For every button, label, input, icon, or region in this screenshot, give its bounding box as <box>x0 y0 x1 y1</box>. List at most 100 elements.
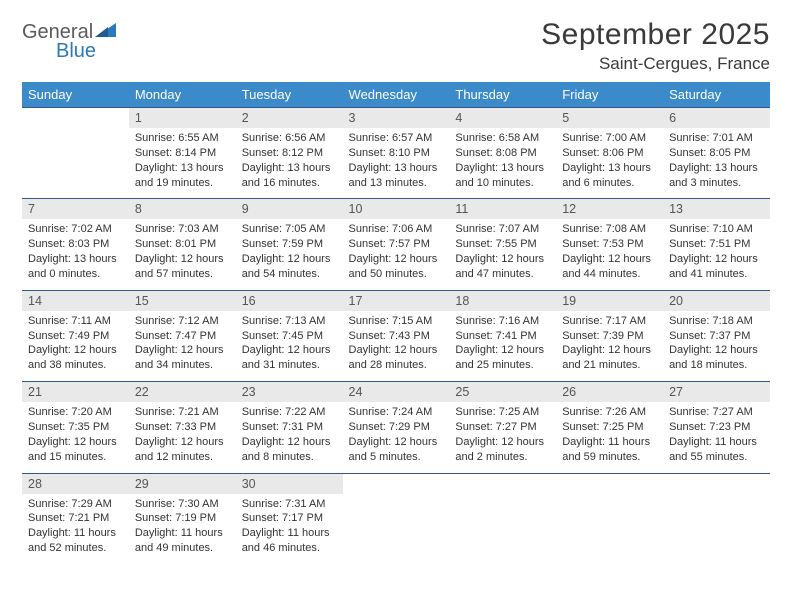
daylight: Daylight: 12 hours <box>455 252 550 267</box>
day-cell: Sunrise: 7:05 AMSunset: 7:59 PMDaylight:… <box>236 219 343 290</box>
day-number: 16 <box>236 290 343 311</box>
sunset: Sunset: 8:08 PM <box>455 146 550 161</box>
daylight-min: and 38 minutes. <box>28 358 123 373</box>
daylight-min: and 10 minutes. <box>455 176 550 191</box>
dow-wednesday: Wednesday <box>343 82 450 108</box>
day-cell <box>343 494 450 564</box>
day-number: 17 <box>343 290 450 311</box>
day-cell: Sunrise: 7:24 AMSunset: 7:29 PMDaylight:… <box>343 402 450 473</box>
daylight: Daylight: 12 hours <box>135 435 230 450</box>
daylight: Daylight: 11 hours <box>669 435 764 450</box>
sunset: Sunset: 7:25 PM <box>562 420 657 435</box>
day-cell: Sunrise: 7:12 AMSunset: 7:47 PMDaylight:… <box>129 311 236 382</box>
day-number: 18 <box>449 290 556 311</box>
daylight: Daylight: 12 hours <box>28 343 123 358</box>
page-header: General Blue September 2025 Saint-Cergue… <box>22 18 770 74</box>
day-number: 6 <box>663 108 770 129</box>
day-cell: Sunrise: 7:06 AMSunset: 7:57 PMDaylight:… <box>343 219 450 290</box>
title-block: September 2025 Saint-Cergues, France <box>541 18 770 74</box>
sunset: Sunset: 8:05 PM <box>669 146 764 161</box>
dow-saturday: Saturday <box>663 82 770 108</box>
sunrise: Sunrise: 7:08 AM <box>562 222 657 237</box>
daylight: Daylight: 13 hours <box>669 161 764 176</box>
day-cell: Sunrise: 6:56 AMSunset: 8:12 PMDaylight:… <box>236 128 343 199</box>
logo: General Blue <box>22 18 117 61</box>
day-number: 20 <box>663 290 770 311</box>
sunset: Sunset: 7:29 PM <box>349 420 444 435</box>
daylight: Daylight: 11 hours <box>135 526 230 541</box>
daylight-min: and 46 minutes. <box>242 541 337 556</box>
day-cell: Sunrise: 7:20 AMSunset: 7:35 PMDaylight:… <box>22 402 129 473</box>
sunrise: Sunrise: 7:20 AM <box>28 405 123 420</box>
day-cell: Sunrise: 7:27 AMSunset: 7:23 PMDaylight:… <box>663 402 770 473</box>
sunrise: Sunrise: 7:30 AM <box>135 497 230 512</box>
week-details: Sunrise: 7:20 AMSunset: 7:35 PMDaylight:… <box>22 402 770 473</box>
sunset: Sunset: 7:23 PM <box>669 420 764 435</box>
day-number: 9 <box>236 199 343 220</box>
day-number: 11 <box>449 199 556 220</box>
day-number: 23 <box>236 382 343 403</box>
daylight-min: and 57 minutes. <box>135 267 230 282</box>
day-number: 30 <box>236 473 343 494</box>
day-number <box>556 473 663 494</box>
daylight-min: and 12 minutes. <box>135 450 230 465</box>
daylight: Daylight: 12 hours <box>562 343 657 358</box>
day-cell: Sunrise: 7:31 AMSunset: 7:17 PMDaylight:… <box>236 494 343 564</box>
day-number <box>449 473 556 494</box>
sunset: Sunset: 7:47 PM <box>135 329 230 344</box>
sunrise: Sunrise: 7:26 AM <box>562 405 657 420</box>
sunrise: Sunrise: 7:00 AM <box>562 131 657 146</box>
month-title: September 2025 <box>541 18 770 52</box>
sunrise: Sunrise: 7:29 AM <box>28 497 123 512</box>
calendar-table: Sunday Monday Tuesday Wednesday Thursday… <box>22 82 770 564</box>
sunset: Sunset: 7:33 PM <box>135 420 230 435</box>
day-number: 21 <box>22 382 129 403</box>
daylight: Daylight: 13 hours <box>242 161 337 176</box>
day-cell: Sunrise: 7:18 AMSunset: 7:37 PMDaylight:… <box>663 311 770 382</box>
dow-monday: Monday <box>129 82 236 108</box>
sunrise: Sunrise: 7:06 AM <box>349 222 444 237</box>
sunrise: Sunrise: 7:21 AM <box>135 405 230 420</box>
day-number <box>343 473 450 494</box>
day-number: 7 <box>22 199 129 220</box>
daylight-min: and 16 minutes. <box>242 176 337 191</box>
daylight: Daylight: 11 hours <box>242 526 337 541</box>
daylight-min: and 18 minutes. <box>669 358 764 373</box>
day-number: 26 <box>556 382 663 403</box>
day-number: 14 <box>22 290 129 311</box>
sunset: Sunset: 7:49 PM <box>28 329 123 344</box>
sunrise: Sunrise: 6:57 AM <box>349 131 444 146</box>
daylight-min: and 41 minutes. <box>669 267 764 282</box>
sunrise: Sunrise: 7:24 AM <box>349 405 444 420</box>
daylight-min: and 6 minutes. <box>562 176 657 191</box>
daylight: Daylight: 13 hours <box>28 252 123 267</box>
sunrise: Sunrise: 7:12 AM <box>135 314 230 329</box>
sunrise: Sunrise: 7:01 AM <box>669 131 764 146</box>
day-cell <box>556 494 663 564</box>
daylight-min: and 49 minutes. <box>135 541 230 556</box>
sunset: Sunset: 7:17 PM <box>242 511 337 526</box>
day-cell: Sunrise: 7:22 AMSunset: 7:31 PMDaylight:… <box>236 402 343 473</box>
dow-friday: Friday <box>556 82 663 108</box>
week-details: Sunrise: 7:02 AMSunset: 8:03 PMDaylight:… <box>22 219 770 290</box>
daylight-min: and 44 minutes. <box>562 267 657 282</box>
day-cell <box>449 494 556 564</box>
day-number: 1 <box>129 108 236 129</box>
week-nums: 14151617181920 <box>22 290 770 311</box>
daylight-min: and 52 minutes. <box>28 541 123 556</box>
daylight-min: and 25 minutes. <box>455 358 550 373</box>
sunrise: Sunrise: 7:16 AM <box>455 314 550 329</box>
daylight-min: and 54 minutes. <box>242 267 337 282</box>
daylight: Daylight: 12 hours <box>242 435 337 450</box>
day-number: 12 <box>556 199 663 220</box>
day-cell: Sunrise: 7:29 AMSunset: 7:21 PMDaylight:… <box>22 494 129 564</box>
daylight: Daylight: 13 hours <box>349 161 444 176</box>
daylight-min: and 15 minutes. <box>28 450 123 465</box>
day-cell <box>22 128 129 199</box>
daylight: Daylight: 12 hours <box>349 435 444 450</box>
day-cell: Sunrise: 7:15 AMSunset: 7:43 PMDaylight:… <box>343 311 450 382</box>
sunset: Sunset: 8:03 PM <box>28 237 123 252</box>
daylight-min: and 21 minutes. <box>562 358 657 373</box>
daylight-min: and 8 minutes. <box>242 450 337 465</box>
sunset: Sunset: 8:06 PM <box>562 146 657 161</box>
